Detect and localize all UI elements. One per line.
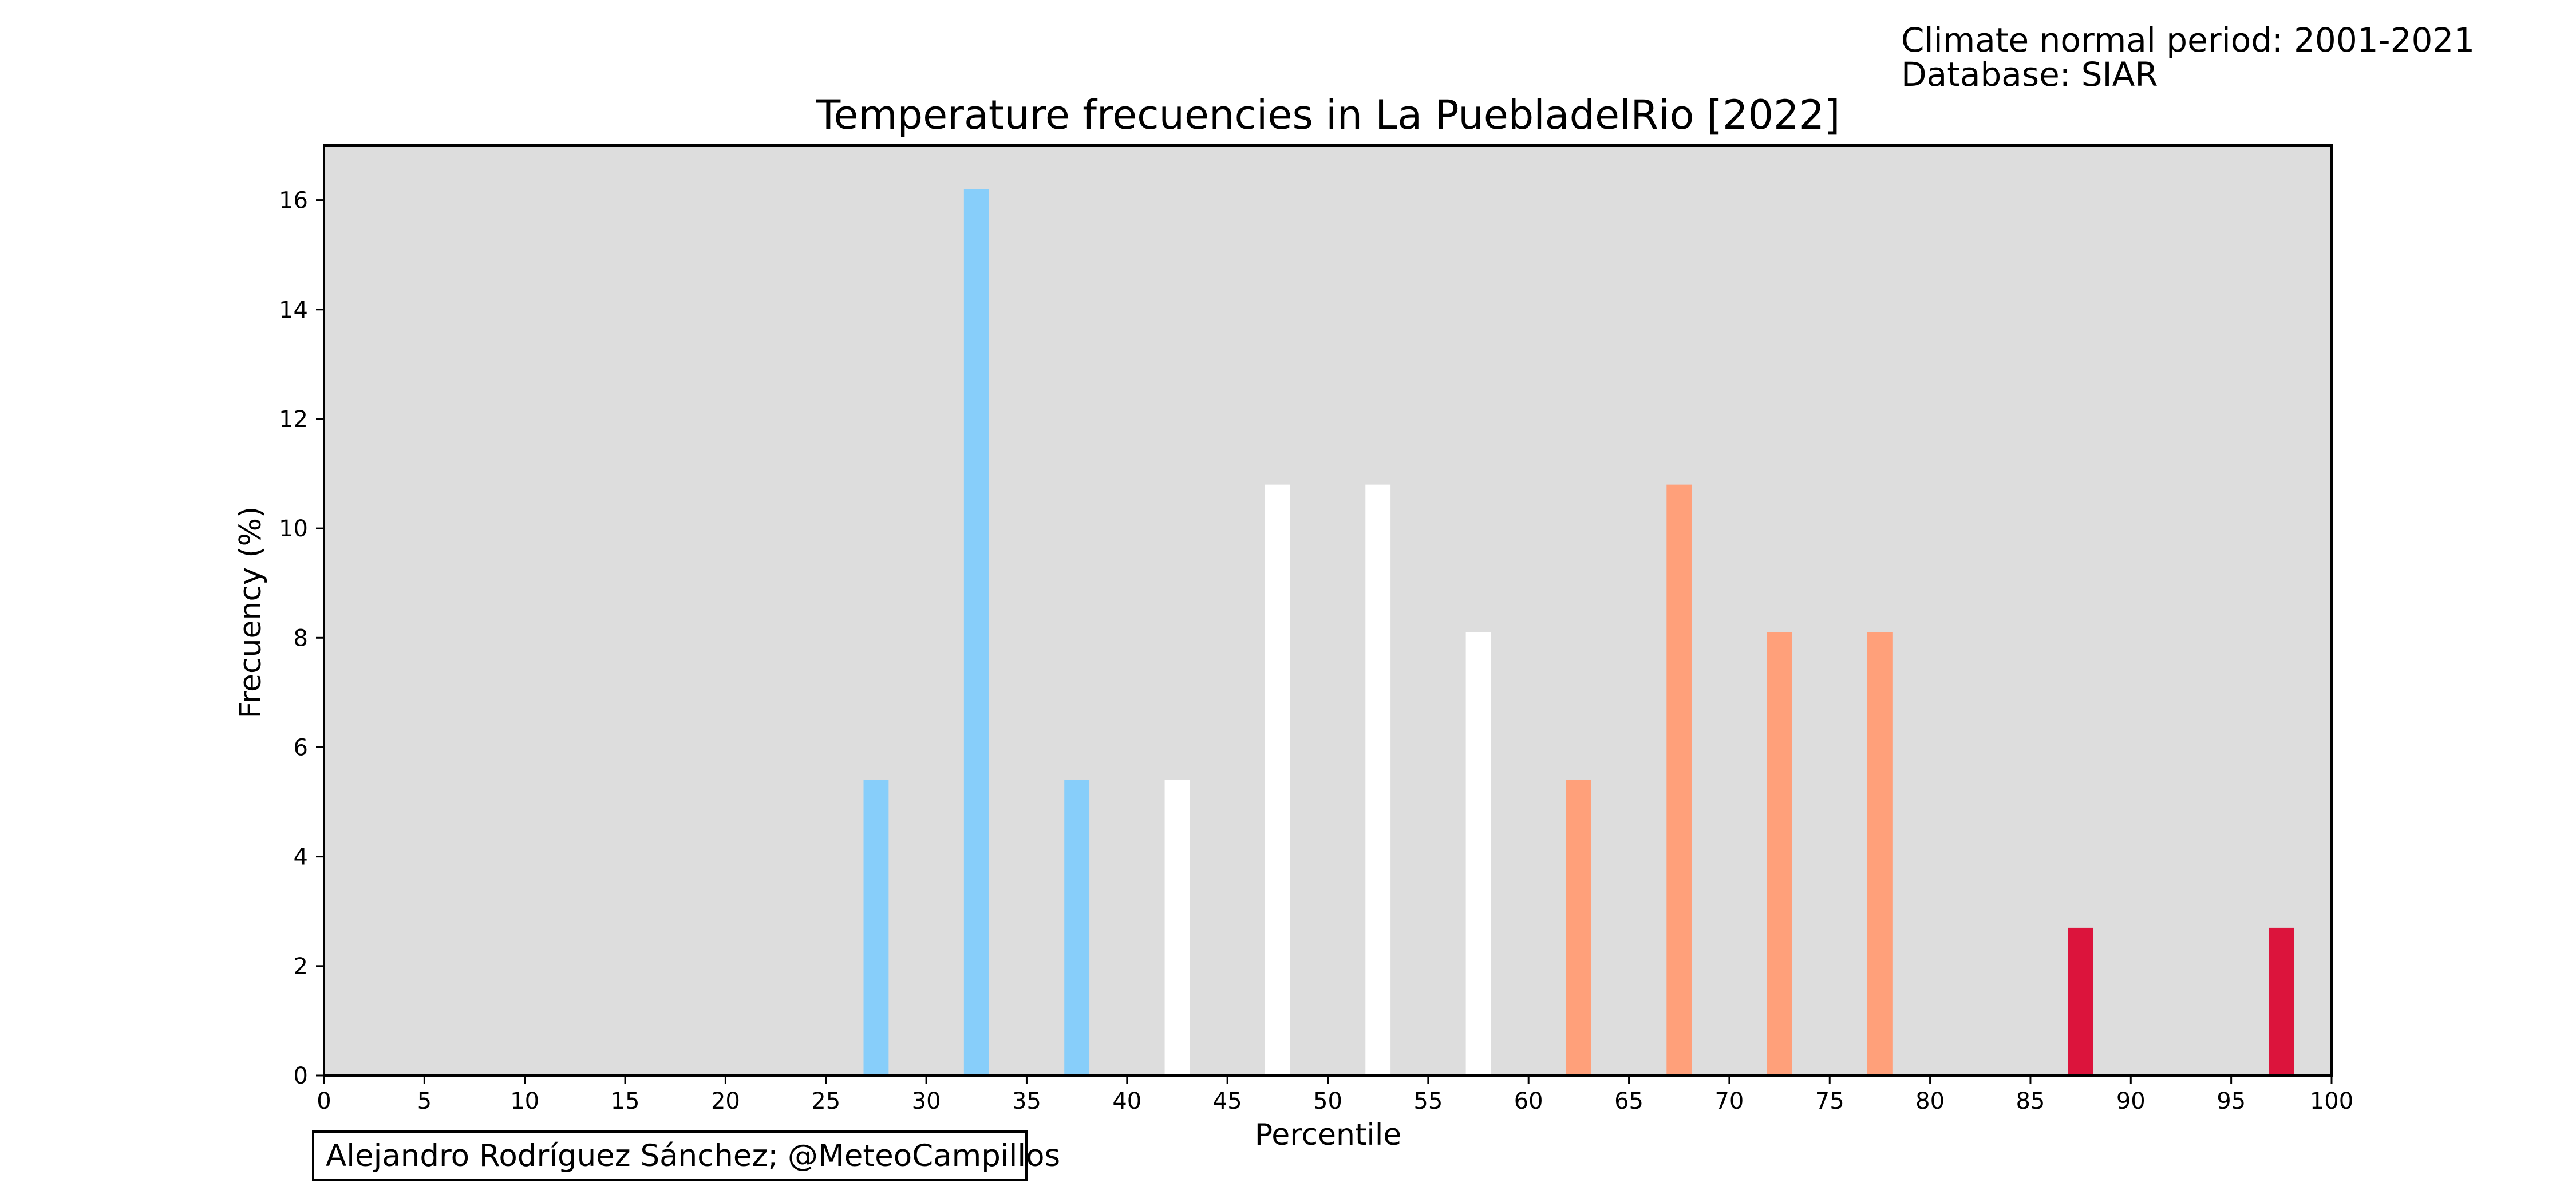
x-tick-label: 75: [1815, 1088, 1844, 1114]
bar-37.5: [1064, 780, 1090, 1076]
bar-97.5: [2269, 927, 2294, 1076]
x-tick-label: 100: [2310, 1088, 2353, 1114]
y-tick-label: 12: [279, 406, 308, 433]
bar-32.5: [963, 189, 989, 1076]
bars-group: [863, 189, 2294, 1076]
x-tick-label: 70: [1714, 1088, 1744, 1114]
x-tick-label: 25: [811, 1088, 840, 1114]
credit-text: Alejandro Rodríguez Sánchez; @MeteoCampi…: [326, 1138, 1061, 1173]
bar-52.5: [1365, 484, 1391, 1076]
x-tick-label: 80: [1915, 1088, 1945, 1114]
x-tick-label: 55: [1413, 1088, 1443, 1114]
credit-box: Alejandro Rodríguez Sánchez; @MeteoCampi…: [312, 1130, 1060, 1181]
x-tick-label: 15: [611, 1088, 640, 1114]
y-tick-label: 4: [294, 844, 308, 871]
database-text: Database: SIAR: [1901, 55, 2158, 94]
bar-62.5: [1566, 780, 1591, 1076]
bar-27.5: [863, 780, 889, 1076]
y-tick-label: 8: [294, 625, 308, 651]
x-tick-label: 50: [1313, 1088, 1342, 1114]
x-tick-label: 90: [2116, 1088, 2146, 1114]
y-tick-label: 16: [279, 188, 308, 214]
bar-47.5: [1265, 484, 1290, 1076]
x-tick-label: 20: [711, 1088, 740, 1114]
x-axis-label: Percentile: [1255, 1118, 1402, 1152]
bar-77.5: [1867, 632, 1893, 1076]
x-tick-label: 35: [1012, 1088, 1041, 1114]
y-tick-label: 2: [294, 954, 308, 980]
x-tick-label: 30: [912, 1088, 941, 1114]
x-tick-label: 95: [2217, 1088, 2246, 1114]
x-tick-label: 65: [1614, 1088, 1643, 1114]
x-tick-label: 45: [1213, 1088, 1242, 1114]
x-axis-ticks: 0 5 10 15 20 25 30 35 40 45 50 55 60 65 70 75 80 85 90 95 10…: [317, 1076, 2353, 1114]
y-axis-label: Frecuency (%): [234, 507, 268, 719]
normal-period-text: Climate normal period: 2001-2021: [1901, 21, 2475, 60]
x-tick-label: 60: [1514, 1088, 1543, 1114]
bar-87.5: [2068, 927, 2093, 1076]
bar-57.5: [1465, 632, 1491, 1076]
y-tick-label: 6: [294, 734, 308, 761]
x-tick-label: 5: [417, 1088, 432, 1114]
x-tick-label: 10: [510, 1088, 539, 1114]
bar-72.5: [1767, 632, 1792, 1076]
y-tick-label: 14: [279, 297, 308, 323]
plot-background: [324, 145, 2332, 1076]
chart-title: Temperature frecuencies in La PuebladelR…: [816, 92, 1840, 139]
x-tick-label: 40: [1112, 1088, 1141, 1114]
y-axis-ticks: 0 2 4 6 8 10 12 14 16: [279, 188, 324, 1089]
y-tick-label: 10: [279, 516, 308, 542]
x-tick-label: 85: [2016, 1088, 2045, 1114]
x-tick-label: 0: [317, 1088, 331, 1114]
y-tick-label: 0: [294, 1063, 308, 1089]
header-note: Climate normal period: 2001-2021 Databas…: [1901, 23, 2475, 92]
bar-67.5: [1666, 484, 1692, 1076]
bar-42.5: [1164, 780, 1190, 1076]
